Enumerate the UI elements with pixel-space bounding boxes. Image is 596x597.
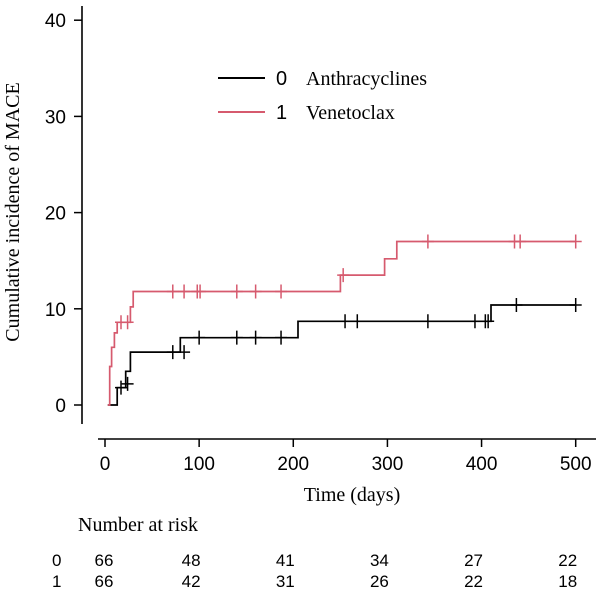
risk-cell-0-100: 48	[182, 551, 201, 570]
series-line-anthracyclines	[107, 304, 576, 406]
censor-mark-venetoclax-9	[337, 268, 350, 283]
risk-cell-1-0: 66	[95, 572, 114, 591]
x-tick-label-400: 400	[466, 454, 498, 475]
legend-code-venetoclax: 1	[276, 102, 287, 124]
x-tick-label-100: 100	[183, 454, 215, 475]
censor-mark-venetoclax-6	[230, 284, 243, 299]
censor-mark-venetoclax-3	[178, 284, 191, 299]
risk-cell-1-300: 26	[370, 572, 389, 591]
censor-mark-anthracyclines-2	[166, 345, 179, 360]
x-tick-label-300: 300	[372, 454, 404, 475]
x-tick-label-200: 200	[277, 454, 309, 475]
legend-code-anthracyclines: 0	[276, 68, 287, 90]
risk-cell-0-400: 27	[464, 551, 483, 570]
censor-mark-anthracyclines-14	[510, 297, 523, 312]
y-tick-label-10: 10	[45, 300, 66, 321]
risk-row-code-0: 0	[52, 551, 61, 570]
risk-cell-0-500: 22	[558, 551, 577, 570]
censor-mark-anthracyclines-7	[275, 330, 288, 345]
legend: 0 Anthracyclines 1 Venetoclax	[218, 68, 427, 124]
y-tick-label-40: 40	[45, 11, 66, 32]
x-tick-label-0: 0	[100, 454, 111, 475]
y-tick-label-30: 30	[45, 107, 66, 128]
censor-mark-venetoclax-13	[569, 234, 582, 249]
censor-mark-venetoclax-12	[514, 234, 527, 249]
censor-mark-anthracyclines-1	[121, 376, 134, 391]
censor-mark-venetoclax-2	[166, 284, 179, 299]
risk-cell-0-0: 66	[95, 551, 114, 570]
censor-mark-anthracyclines-4	[193, 330, 206, 345]
censor-mark-venetoclax-1	[121, 315, 134, 330]
series-line-venetoclax	[107, 240, 576, 406]
x-tick-label-500: 500	[560, 454, 592, 475]
censor-mark-anthracyclines-8	[339, 314, 352, 329]
legend-label-venetoclax: Venetoclax	[306, 102, 395, 124]
censor-mark-anthracyclines-10	[421, 314, 434, 329]
y-axis-title: Cumulative incidence of MACE	[2, 82, 24, 341]
censor-mark-anthracyclines-15	[569, 297, 582, 312]
risk-cell-1-100: 42	[182, 572, 201, 591]
risk-table-title: Number at risk	[78, 514, 198, 536]
censor-mark-anthracyclines-13	[482, 314, 495, 329]
risk-table: Number at risk 0 66 48 41 34 27 22 1 66 42 31 26 22 1…	[52, 514, 577, 591]
censor-mark-venetoclax-7	[249, 284, 262, 299]
series-layer	[107, 234, 582, 406]
legend-label-anthracyclines: Anthracyclines	[306, 68, 427, 90]
censor-mark-anthracyclines-6	[249, 330, 262, 345]
censor-mark-anthracyclines-9	[351, 314, 364, 329]
censor-mark-anthracyclines-5	[230, 330, 243, 345]
x-axis-title: Time (days)	[304, 484, 400, 506]
risk-cell-0-300: 34	[370, 551, 389, 570]
censor-mark-anthracyclines-0	[115, 380, 128, 395]
risk-row-code-1: 1	[52, 572, 61, 591]
y-tick-label-20: 20	[45, 204, 66, 225]
censor-mark-venetoclax-8	[275, 284, 288, 299]
censor-mark-anthracyclines-11	[468, 314, 481, 329]
censor-mark-venetoclax-5	[194, 284, 207, 299]
censor-mark-venetoclax-10	[421, 234, 434, 249]
risk-cell-1-400: 22	[464, 572, 483, 591]
risk-cell-1-500: 18	[558, 572, 577, 591]
censor-mark-anthracyclines-3	[178, 345, 191, 360]
risk-cell-1-200: 31	[276, 572, 295, 591]
y-tick-label-0: 0	[55, 396, 66, 417]
risk-cell-0-200: 41	[276, 551, 295, 570]
